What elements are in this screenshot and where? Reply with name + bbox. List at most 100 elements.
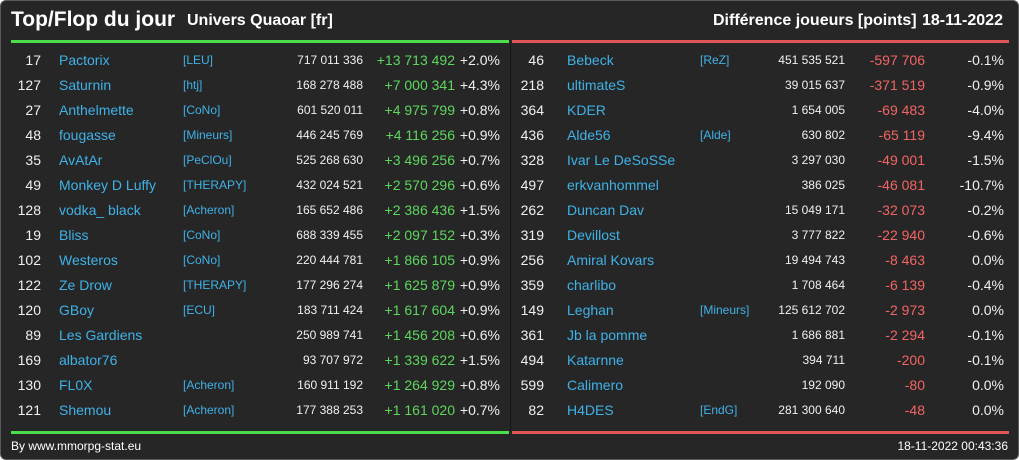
alliance-tag[interactable]: [CoNo] xyxy=(183,228,221,242)
alliance-tag[interactable]: [CoNo] xyxy=(183,103,221,117)
percent-cell: -0.2% xyxy=(967,202,1004,218)
player-link[interactable]: Pactorix xyxy=(59,52,110,68)
rank-cell: 256 xyxy=(520,252,544,268)
percent-cell: 0.0% xyxy=(972,252,1004,268)
percent-cell: 0.0% xyxy=(972,402,1004,418)
player-link[interactable]: Shemou xyxy=(59,402,112,418)
player-link[interactable]: Saturnin xyxy=(59,77,112,93)
player-link[interactable]: Ze Drow xyxy=(59,277,112,293)
alliance-tag[interactable]: [htj] xyxy=(183,78,203,92)
player-link[interactable]: Jb la pomme xyxy=(567,327,648,343)
header-date: 18-11-2022 xyxy=(922,12,1003,29)
diff-cell: +2 386 436 xyxy=(384,202,455,218)
player-link[interactable]: Katarnne xyxy=(567,352,624,368)
top-row: 27 Anthelmette [CoNo] 601 520 011 +4 975 799… xyxy=(11,98,507,123)
points-cell: 446 245 769 xyxy=(296,128,363,142)
player-link[interactable]: charlibo xyxy=(567,277,617,293)
diff-cell: +3 496 256 xyxy=(384,152,455,168)
rank-cell: 359 xyxy=(520,277,544,293)
alliance-tag[interactable]: [THERAPY] xyxy=(183,178,247,192)
player-link[interactable]: Alde56 xyxy=(567,127,611,143)
player-link[interactable]: Monkey D Luffy xyxy=(59,177,157,193)
points-cell: 168 278 488 xyxy=(296,78,363,92)
diff-cell: +1 161 020 xyxy=(384,402,455,418)
player-link[interactable]: vodka_ black xyxy=(59,202,141,218)
diff-cell: -22 940 xyxy=(877,227,925,243)
alliance-tag[interactable]: [Mineurs] xyxy=(183,128,233,142)
alliance-tag[interactable]: [Acheron] xyxy=(183,203,235,217)
player-link[interactable]: Ivar Le DeSoSSe xyxy=(567,152,676,168)
diff-cell: +4 116 256 xyxy=(385,127,455,143)
alliance-tag[interactable]: [CoNo] xyxy=(183,253,221,267)
points-cell: 432 024 521 xyxy=(296,178,363,192)
alliance-tag[interactable]: [Mineurs] xyxy=(700,303,750,317)
top-row: 169 albator76 93 707 972 +1 339 622 +1.5% xyxy=(11,348,507,373)
top-row: 48 fougasse [Mineurs] 446 245 769 +4 116 256… xyxy=(11,123,507,148)
alliance-tag[interactable]: [Acheron] xyxy=(183,378,235,392)
player-link[interactable]: erkvanhommel xyxy=(567,177,659,193)
percent-cell: -10.7% xyxy=(959,177,1004,193)
alliance-tag[interactable]: [ReZ] xyxy=(700,53,730,67)
flop-bottom-line xyxy=(512,431,1009,434)
percent-cell: +0.6% xyxy=(459,327,500,343)
player-link[interactable]: Calimero xyxy=(567,377,624,393)
alliance-tag[interactable]: [Alde] xyxy=(700,128,731,142)
top-row: 19 Bliss [CoNo] 688 339 455 +2 097 152 +0.3% xyxy=(11,223,507,248)
percent-cell: -0.1% xyxy=(967,352,1004,368)
alliance-tag[interactable]: [ECU] xyxy=(183,303,216,317)
player-link[interactable]: Leghan xyxy=(567,302,614,318)
diff-cell: -49 001 xyxy=(877,152,925,168)
player-link[interactable]: Anthelmette xyxy=(59,102,134,118)
points-cell: 15 049 171 xyxy=(784,203,845,217)
player-link[interactable]: Les Gardiens xyxy=(59,327,143,343)
percent-cell: -0.1% xyxy=(967,327,1004,343)
alliance-tag[interactable]: [LEU] xyxy=(183,53,214,67)
diff-cell: +1 866 105 xyxy=(384,252,455,268)
player-link[interactable]: Bebeck xyxy=(567,52,614,68)
points-cell: 183 711 424 xyxy=(297,303,363,317)
column-divider xyxy=(510,43,511,431)
percent-cell: +0.8% xyxy=(459,377,500,393)
top-row: 17 Pactorix [LEU] 717 011 336 +13 713 492 +2.… xyxy=(11,48,507,73)
percent-cell: +0.9% xyxy=(459,277,500,293)
diff-cell: -2 294 xyxy=(885,327,925,343)
player-link[interactable]: fougasse xyxy=(59,127,116,143)
alliance-tag[interactable]: [THERAPY] xyxy=(183,278,247,292)
player-link[interactable]: Amiral Kovars xyxy=(567,252,655,268)
percent-cell: +0.9% xyxy=(459,302,500,318)
diff-cell: +4 975 799 xyxy=(384,102,455,118)
rank-cell: 361 xyxy=(520,327,544,343)
flop-row: 497 erkvanhommel 386 025 -46 081 -10.7% xyxy=(512,173,1008,198)
rank-cell: 89 xyxy=(25,327,41,343)
alliance-tag[interactable]: [EndG] xyxy=(700,403,738,417)
player-link[interactable]: H4DES xyxy=(567,402,614,418)
page-title: Top/Flop du jour xyxy=(11,8,176,31)
top-row: 127 Saturnin [htj] 168 278 488 +7 000 341 +4.… xyxy=(11,73,507,98)
player-link[interactable]: Bliss xyxy=(59,227,89,243)
alliance-tag[interactable]: [Acheron] xyxy=(183,403,235,417)
player-link[interactable]: Duncan Dav xyxy=(567,202,645,218)
diff-cell: -80 xyxy=(904,377,925,393)
percent-cell: -9.4% xyxy=(967,127,1004,143)
points-cell: 177 388 253 xyxy=(296,403,363,417)
player-link[interactable]: GBoy xyxy=(59,302,95,318)
percent-cell: +2.0% xyxy=(459,52,500,68)
player-link[interactable]: FL0X xyxy=(59,377,93,393)
player-link[interactable]: albator76 xyxy=(59,352,118,368)
diff-cell: -48 xyxy=(904,402,925,418)
points-cell: 3 297 030 xyxy=(791,153,845,167)
player-link[interactable]: Westeros xyxy=(59,252,118,268)
top-row: 121 Shemou [Acheron] 177 388 253 +1 161 020 +… xyxy=(11,398,507,423)
player-link[interactable]: AvAtAr xyxy=(59,152,103,168)
diff-cell: +1 617 604 xyxy=(384,302,455,318)
percent-cell: +0.8% xyxy=(459,102,500,118)
player-link[interactable]: ultimateS xyxy=(567,77,626,93)
alliance-tag[interactable]: [PeClOu] xyxy=(183,153,232,167)
player-link[interactable]: Devillost xyxy=(567,227,620,243)
top-row: 120 GBoy [ECU] 183 711 424 +1 617 604 +0.9% xyxy=(11,298,507,323)
player-link[interactable]: KDER xyxy=(567,102,606,118)
flop-row: 82 H4DES [EndG] 281 300 640 -48 0.0% xyxy=(512,398,1008,423)
points-cell: 451 535 521 xyxy=(778,53,845,67)
top-divider-line xyxy=(11,40,509,43)
